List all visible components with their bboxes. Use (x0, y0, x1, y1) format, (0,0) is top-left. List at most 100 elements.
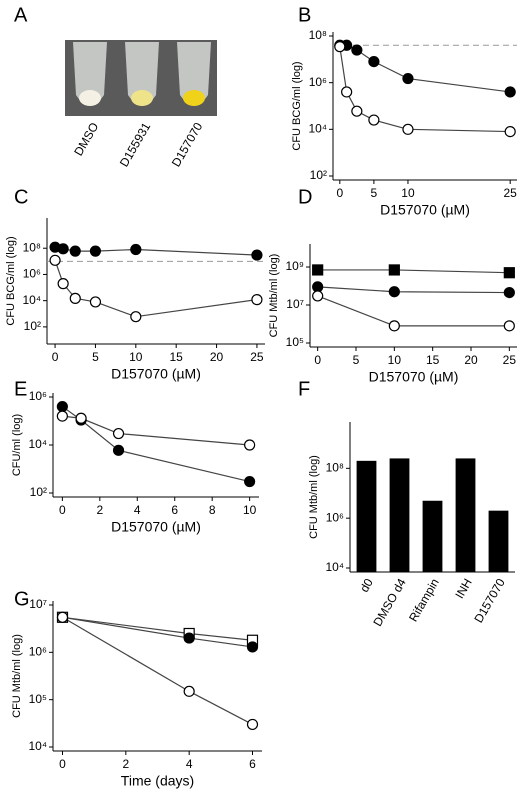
marker (334, 41, 346, 53)
marker (351, 105, 363, 117)
marker (341, 86, 353, 98)
panel-letter: C (14, 186, 28, 208)
series-line (339, 46, 511, 133)
x-tick-label: 0 (59, 503, 66, 517)
x-axis-label: D157070 (µM) (111, 519, 201, 535)
bar (389, 458, 410, 572)
series-line (62, 616, 253, 648)
marker (504, 86, 516, 98)
marker (75, 412, 87, 424)
series-line (54, 260, 258, 318)
y-axis-label: CFU BCG/ml (log) (291, 61, 303, 150)
tube-label: D155931 (117, 120, 154, 169)
x-tick-label: 0 (52, 350, 59, 364)
panel-letter: D (298, 186, 312, 208)
y-axis-label: CFU Mtb/ml (log) (308, 455, 320, 539)
y-axis-label: CFU Mtb/ml (log) (268, 254, 280, 338)
tube (125, 42, 159, 106)
marker (112, 427, 125, 440)
marker (130, 243, 142, 256)
y-tick-label: 10⁴ (28, 437, 47, 451)
x-tick-label: 0 (59, 757, 66, 771)
y-tick-label: 10² (30, 485, 47, 499)
marker (402, 72, 414, 85)
marker (56, 410, 68, 422)
y-tick-label: 10⁹ (286, 259, 305, 273)
marker (130, 311, 142, 323)
marker (69, 245, 81, 257)
x-tick-label: 2 (96, 503, 103, 517)
bar (422, 500, 443, 572)
x-tick-label: 20 (210, 350, 224, 364)
series-line (317, 295, 510, 327)
panel-letter: B (298, 4, 311, 26)
marker (112, 444, 125, 456)
series-line (54, 246, 257, 256)
marker (57, 243, 69, 255)
marker (402, 123, 414, 135)
y-tick-label: 10⁷ (29, 597, 47, 611)
marker (351, 44, 363, 56)
panel-letter: A (14, 4, 28, 26)
marker (89, 296, 102, 308)
pellet (183, 90, 205, 106)
x-tick-label: 8 (209, 503, 216, 517)
x-tick-label: 25 (504, 186, 518, 200)
x-tick-label: 15 (426, 353, 440, 367)
x-tick-label: Rifampin (406, 576, 442, 624)
y-tick-label: 10⁶ (29, 645, 47, 659)
marker (57, 278, 69, 290)
y-tick-label: 10⁶ (309, 75, 327, 89)
y-tick-label: 10⁶ (23, 267, 41, 281)
marker (503, 267, 515, 279)
marker (368, 55, 380, 68)
y-tick-label: 10⁸ (326, 461, 344, 475)
x-tick-label: 10 (129, 350, 143, 364)
x-tick-label: 10 (388, 353, 402, 367)
x-tick-label: 0 (336, 186, 343, 200)
y-tick-label: 10⁴ (325, 560, 344, 574)
marker (69, 292, 81, 304)
bar (455, 458, 476, 572)
marker (89, 245, 102, 257)
marker (251, 249, 263, 261)
marker (312, 264, 324, 276)
marker (251, 294, 263, 306)
x-tick-label: 4 (134, 503, 141, 517)
marker (56, 400, 68, 413)
y-axis-label: CFU BCG/ml (log) (5, 236, 17, 325)
x-axis-label: D157070 (µM) (380, 202, 470, 218)
marker (503, 286, 515, 299)
tube-label: D157070 (169, 120, 206, 169)
marker (368, 114, 380, 126)
series-line (317, 286, 510, 294)
marker (246, 641, 259, 653)
series-line (339, 44, 511, 93)
y-tick-label: 10⁵ (286, 335, 304, 349)
x-tick-label: 15 (170, 350, 184, 364)
y-tick-label: 10⁷ (286, 297, 304, 311)
panel-letter: F (298, 378, 310, 400)
x-axis-label: Time (days) (121, 773, 194, 789)
x-axis-label: D157070 (µM) (369, 369, 459, 385)
marker (56, 611, 69, 623)
y-tick-label: 10⁴ (22, 293, 41, 307)
panel-letter: G (14, 588, 30, 610)
pellet (131, 90, 153, 106)
marker (388, 264, 400, 276)
x-tick-label: 5 (371, 186, 378, 200)
y-axis-label: CFU Mtb/ml (log) (11, 634, 23, 718)
y-tick-label: 10⁶ (326, 510, 344, 524)
bar (488, 510, 509, 572)
marker (388, 286, 400, 298)
x-tick-label: 20 (464, 353, 478, 367)
y-axis-label: CFU/ml (log) (11, 414, 23, 476)
tube (73, 42, 107, 106)
marker (388, 320, 400, 332)
bar (356, 460, 377, 572)
x-tick-label: D157070 (471, 576, 508, 625)
y-tick-label: 10⁸ (23, 240, 41, 254)
x-tick-label: INH (452, 576, 474, 601)
marker (504, 125, 516, 138)
